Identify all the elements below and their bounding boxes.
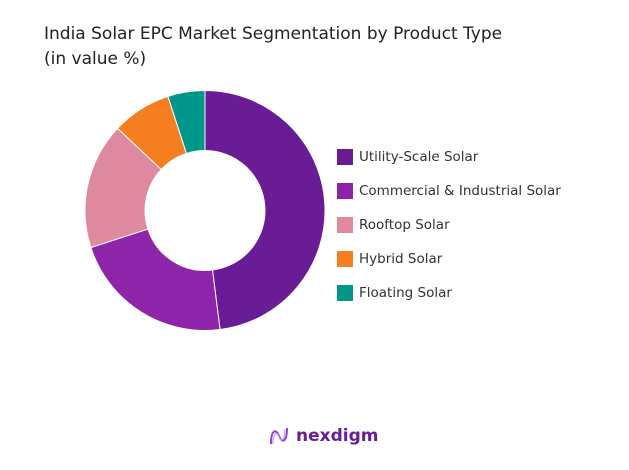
legend-item: Floating Solar bbox=[337, 276, 561, 310]
legend-item: Hybrid Solar bbox=[337, 242, 561, 276]
legend-swatch bbox=[337, 183, 353, 199]
legend-swatch bbox=[337, 217, 353, 233]
legend-label: Utility-Scale Solar bbox=[359, 149, 479, 165]
legend-swatch bbox=[337, 251, 353, 267]
subtitle-line: (in value %) bbox=[44, 49, 147, 69]
chart-title: India Solar EPC Market Segmentation by P… bbox=[44, 22, 502, 72]
legend-item: Utility-Scale Solar bbox=[337, 140, 561, 174]
brand-name: nexdigm bbox=[296, 426, 379, 446]
title-line: India Solar EPC Market Segmentation by P… bbox=[44, 24, 503, 44]
legend-label: Rooftop Solar bbox=[359, 217, 450, 233]
donut-slice-utility-scale-solar bbox=[204, 89, 326, 331]
donut-slice-rooftop-solar bbox=[84, 127, 162, 249]
legend: Utility-Scale Solar Commercial & Industri… bbox=[337, 140, 561, 310]
legend-item: Commercial & Industrial Solar bbox=[337, 174, 561, 208]
legend-swatch bbox=[337, 149, 353, 165]
donut-slice-commercial-industrial-solar bbox=[90, 228, 221, 331]
nexdigm-logo-icon bbox=[270, 427, 288, 445]
legend-label: Hybrid Solar bbox=[359, 251, 443, 267]
legend-item: Rooftop Solar bbox=[337, 208, 561, 242]
legend-swatch bbox=[337, 285, 353, 301]
legend-label: Commercial & Industrial Solar bbox=[359, 183, 561, 199]
brand-logo: nexdigm bbox=[268, 425, 378, 447]
legend-label: Floating Solar bbox=[359, 285, 452, 301]
donut-slice-floating-solar bbox=[167, 89, 206, 155]
